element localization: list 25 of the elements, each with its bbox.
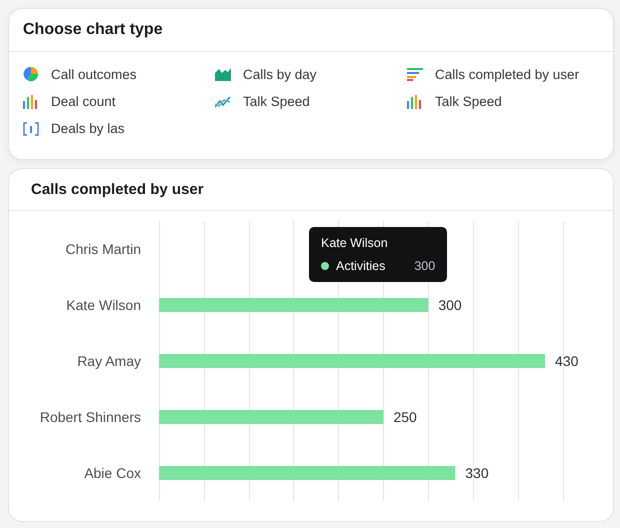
annotation: 300 (414, 259, 436, 273)
annotation: Activities (336, 259, 386, 273)
data-label: 330 (465, 465, 489, 481)
text: Calls by day (243, 66, 317, 82)
bar (159, 410, 384, 424)
y-tick-label: Ray Amay (77, 353, 141, 369)
text: Talk Speed (243, 94, 310, 109)
bar (159, 466, 456, 480)
annotation: Kate Wilson (321, 236, 389, 250)
bar (159, 298, 428, 312)
text: Deals by las (51, 121, 125, 136)
y-tick-label: Chris Martin (66, 241, 141, 257)
data-label: 430 (555, 353, 579, 369)
text: Calls completed by user (435, 66, 580, 82)
text: Call outcomes (51, 66, 137, 82)
data-label: 300 (438, 297, 462, 313)
data-label: 250 (393, 409, 418, 425)
y-tick-label: Robert Shinners (40, 409, 141, 425)
y-tick-label: Kate Wilson (66, 297, 141, 313)
y-tick-label: Abie Cox (84, 465, 141, 481)
chart-title: Calls completed by user (9, 169, 613, 211)
text: Choose chart type (9, 9, 613, 52)
text: Deal count (51, 94, 116, 109)
bar (159, 354, 546, 368)
text: Talk Speed (435, 94, 502, 109)
